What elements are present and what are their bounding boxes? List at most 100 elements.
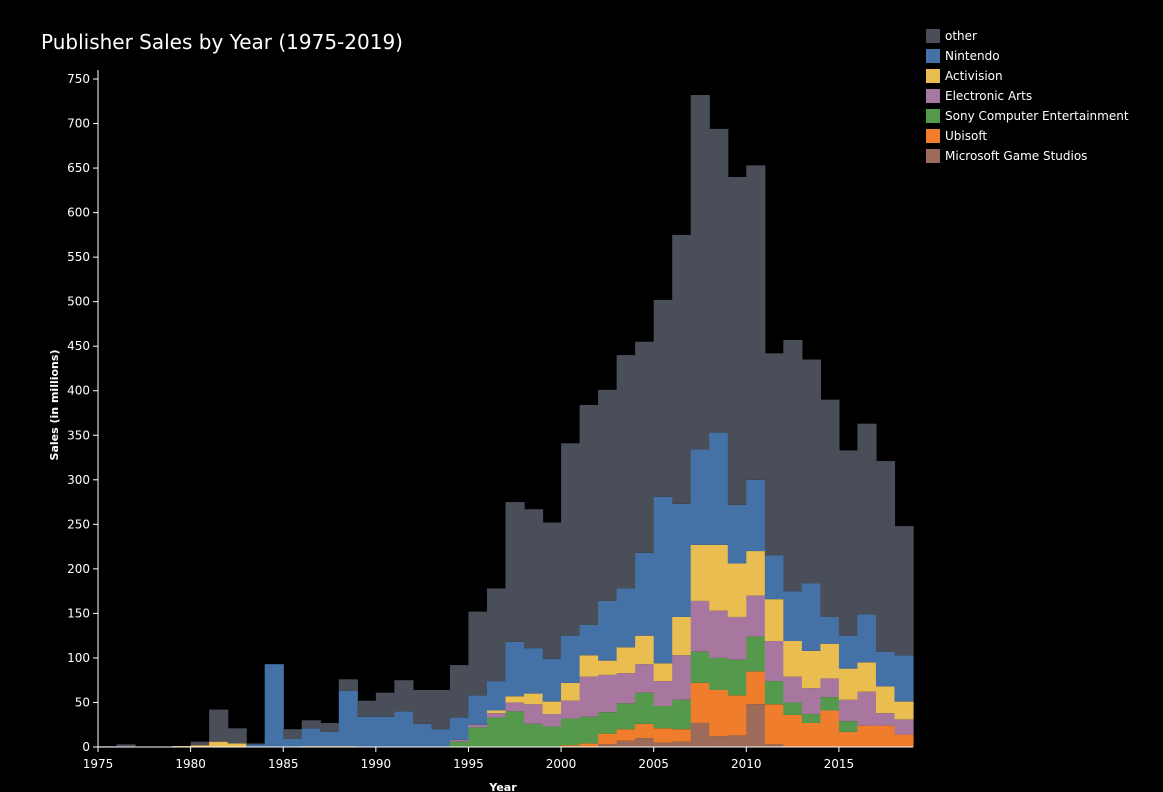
bar-segment-activision-2015 <box>820 643 840 679</box>
bar-segment-ubisoft-2008 <box>690 682 710 723</box>
bar-segment-activision-2019 <box>894 701 914 720</box>
bar-segment-other-1986 <box>283 729 303 739</box>
bar-segment-other-2018 <box>875 461 896 652</box>
legend-label: Nintendo <box>945 49 1000 63</box>
legend-swatch <box>926 129 940 143</box>
bar-segment-sony-computer-entertainment-2014 <box>801 714 821 723</box>
bar-segment-nintendo-2000 <box>542 658 562 702</box>
bar-segment-activision-1982 <box>209 741 229 747</box>
bar-segment-nintendo-2011 <box>746 479 766 552</box>
bar-segment-sony-computer-entertainment-1996 <box>468 727 488 747</box>
bar-segment-other-1993 <box>412 690 433 724</box>
bar-segment-sony-computer-entertainment-1995 <box>449 741 470 747</box>
y-tick-label: 150 <box>67 606 90 620</box>
x-axis-ticks: 1975 1980 1985 1990 1995 2000 2005 2010 2015 <box>83 747 854 771</box>
bar-segment-nintendo-1988 <box>320 731 340 747</box>
bar-segment-electronic-arts-2002 <box>579 676 599 717</box>
legend: other Nintendo Activision Electronic Arts So… <box>926 26 1129 166</box>
bar-segment-activision-2005 <box>635 635 655 665</box>
x-tick-label: 2005 <box>638 757 669 771</box>
bar-segment-ubisoft-2003 <box>598 733 618 745</box>
bar-segment-ubisoft-2009 <box>709 690 729 737</box>
bar-segment-other-1999 <box>524 509 544 649</box>
bar-segment-activision-2003 <box>598 660 618 675</box>
bar-segment-nintendo-2002 <box>579 624 599 656</box>
bar-segment-activision-2007 <box>672 616 692 656</box>
bar-segment-electronic-arts-2005 <box>635 664 655 693</box>
legend-swatch <box>926 149 940 163</box>
bar-segment-other-1991 <box>375 692 395 717</box>
x-tick-label: 1985 <box>268 757 299 771</box>
bar-segment-electronic-arts-2003 <box>598 674 618 713</box>
bar-segment-sony-computer-entertainment-1998 <box>505 711 525 747</box>
bar-segment-ubisoft-2019 <box>894 734 914 747</box>
bar-segment-electronic-arts-2007 <box>672 655 692 700</box>
bar-segment-activision-2011 <box>746 551 766 596</box>
bar-segment-nintendo-1986 <box>283 738 303 747</box>
bar-segment-microsoft-game-studios-2004 <box>616 740 636 747</box>
y-tick-label: 100 <box>67 651 90 665</box>
bar-segment-other-2015 <box>820 399 840 617</box>
y-tick-label: 350 <box>67 428 90 442</box>
x-tick-label: 2000 <box>546 757 577 771</box>
bar-segment-nintendo-1989 <box>338 690 358 747</box>
bar-segment-sony-computer-entertainment-2013 <box>783 702 803 715</box>
bar-segment-nintendo-1985 <box>264 664 284 747</box>
legend-label: Ubisoft <box>945 129 988 143</box>
bar-segment-activision-2008 <box>690 544 710 601</box>
y-tick-label: 50 <box>75 695 90 709</box>
bar-segment-other-1990 <box>357 700 377 717</box>
bar-segment-nintendo-2012 <box>764 555 784 600</box>
legend-label: Activision <box>945 69 1003 83</box>
bar-segment-sony-computer-entertainment-1999 <box>524 723 544 747</box>
bar-segment-microsoft-game-studios-2009 <box>709 736 729 747</box>
y-tick-label: 400 <box>67 384 90 398</box>
y-tick-label: 300 <box>67 473 90 487</box>
legend-label: Sony Computer Entertainment <box>945 109 1129 123</box>
bar-segment-electronic-arts-1997 <box>486 713 507 718</box>
bar-segment-microsoft-game-studios-2007 <box>672 741 692 747</box>
bar-segment-electronic-arts-2017 <box>857 691 877 726</box>
bar-segment-ubisoft-2012 <box>764 704 784 745</box>
bar-segment-electronic-arts-2010 <box>727 616 747 660</box>
x-tick-label: 1990 <box>361 757 392 771</box>
bar-segment-other-2005 <box>635 341 655 553</box>
bar-segment-other-2009 <box>709 128 729 433</box>
bar-segment-other-1981 <box>190 741 210 746</box>
bar-segment-sony-computer-entertainment-2005 <box>635 692 655 724</box>
bar-segment-ubisoft-2010 <box>727 695 747 736</box>
bar-segment-other-1984 <box>246 743 266 745</box>
y-axis-ticks: 0 50 100 150 200 250 300 350 400 450 500 550 600 650 7… <box>67 72 98 754</box>
bar-segment-ubisoft-2007 <box>672 729 692 742</box>
legend-item-sony-computer-entertainment: Sony Computer Entertainment <box>926 106 1129 126</box>
bar-segment-nintendo-1998 <box>505 641 525 697</box>
bar-segment-other-2008 <box>690 95 710 450</box>
bar-segment-other-1983 <box>227 728 247 744</box>
bar-segment-other-1987 <box>301 720 321 729</box>
bar-segment-other-1992 <box>394 680 414 712</box>
bar-segment-nintendo-2005 <box>635 552 655 636</box>
bar-segment-nintendo-2015 <box>820 616 840 644</box>
bar-segment-electronic-arts-2015 <box>820 678 840 698</box>
bar-segment-nintendo-1994 <box>431 729 451 747</box>
bar-segment-activision-1997 <box>486 710 507 714</box>
bar-segment-nintendo-1984 <box>246 744 266 747</box>
legend-item-activision: Activision <box>926 66 1129 86</box>
bar-segment-nintendo-1992 <box>394 711 414 747</box>
bar-segment-ubisoft-2016 <box>838 731 859 747</box>
bar-segment-other-2010 <box>727 176 747 505</box>
bar-segment-other-2003 <box>598 389 618 601</box>
bar-segment-microsoft-game-studios-2003 <box>598 744 618 747</box>
y-tick-label: 550 <box>67 250 90 264</box>
bar-segment-sony-computer-entertainment-2006 <box>653 706 673 729</box>
bar-segment-sony-computer-entertainment-2007 <box>672 699 692 730</box>
chart-title: Publisher Sales by Year (1975-2019) <box>41 30 403 54</box>
bar-segment-nintendo-2019 <box>894 655 914 702</box>
bar-segment-nintendo-2014 <box>801 583 821 651</box>
bar-segment-ubisoft-2018 <box>875 725 896 747</box>
bar-segment-sony-computer-entertainment-2011 <box>746 636 766 672</box>
legend-label: other <box>945 29 977 43</box>
bar-segment-other-2017 <box>857 423 877 615</box>
y-tick-label: 500 <box>67 295 90 309</box>
bar-segment-nintendo-2004 <box>616 588 636 648</box>
